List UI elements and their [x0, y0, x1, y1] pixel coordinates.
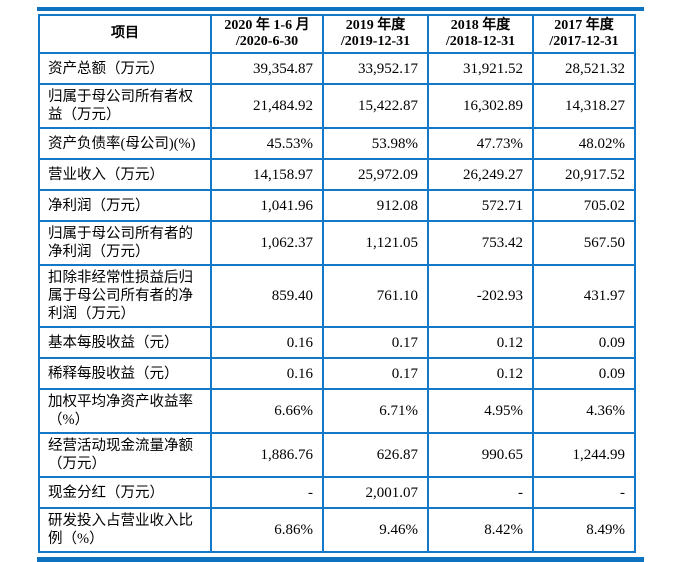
- value-cell: 20,917.52: [532, 158, 636, 191]
- table-row: 营业收入（万元） 14,158.97 25,972.09 26,249.27 20,91…: [38, 158, 636, 191]
- header-cell-period-2019: 2019 年度 /2019-12-31: [322, 14, 429, 54]
- value-cell: 0.17: [322, 357, 429, 390]
- table-row: 现金分红（万元） -2,001.07- -: [38, 476, 636, 509]
- value-cell: 4.36%: [532, 388, 636, 434]
- value-cell: 6.86%: [210, 507, 324, 553]
- table-row: 研发投入占营业收入比例（%） 6.86% 9.46% 8.42% 8.49%: [38, 507, 636, 553]
- value-cell: 705.02: [532, 189, 636, 222]
- value-cell: -: [210, 476, 324, 509]
- value-cell: 0.09: [532, 357, 636, 390]
- value-cell: 572.71: [427, 189, 534, 222]
- period-line-2: /2017-12-31: [549, 34, 619, 49]
- value-cell: 0.09: [532, 326, 636, 359]
- value-cell: 47.73%: [427, 127, 534, 160]
- table-row: 归属于母公司所有者权益（万元） 21,484.92 15,422.87 16,302.…: [38, 83, 636, 129]
- row-label-cell: 归属于母公司所有者的净利润（万元）: [38, 220, 212, 266]
- period-line-2: /2018-12-31: [445, 34, 516, 49]
- value-cell: 21,484.92: [210, 83, 324, 129]
- value-cell: 1,121.05: [322, 220, 429, 266]
- value-cell: 45.53%: [210, 127, 324, 160]
- value-cell: 6.66%: [210, 388, 324, 434]
- value-cell: 1,886.76: [210, 432, 324, 478]
- value-cell: 26,249.27: [427, 158, 534, 191]
- value-cell: 912.08: [322, 189, 429, 222]
- row-label-cell: 加权平均净资产收益率（%）: [38, 388, 212, 434]
- value-cell: 31,921.52: [427, 52, 534, 85]
- value-cell: 753.42: [427, 220, 534, 266]
- value-cell: 6.71%: [322, 388, 429, 434]
- row-label-cell: 研发投入占营业收入比例（%）: [38, 507, 212, 553]
- header-cell-period-2017: 2017 年度 /2017-12-31: [532, 14, 636, 54]
- value-cell: -: [532, 476, 636, 509]
- value-cell: 0.16: [210, 326, 324, 359]
- top-rule: [37, 7, 644, 11]
- financial-summary-table: 项目 2020 年 1-6 月 /2020-6-30 2019 年度 /2019…: [38, 14, 636, 553]
- header-cell-period-2018: 2018 年度 /2018-12-31: [427, 14, 534, 54]
- value-cell: 8.42%: [427, 507, 534, 553]
- row-label-cell: 现金分红（万元）: [38, 476, 212, 509]
- value-cell: 53.98%: [322, 127, 429, 160]
- period-line-2: /2019-12-31: [340, 34, 411, 49]
- row-label-cell: 经营活动现金流量净额（万元）: [38, 432, 212, 478]
- header-cell-period-2020: 2020 年 1-6 月 /2020-6-30: [210, 14, 324, 54]
- header-cell-item: 项目: [38, 14, 212, 54]
- row-label-cell: 扣除非经常性损益后归属于母公司所有者的净利润（万元）: [38, 264, 212, 328]
- value-cell: 16,302.89: [427, 83, 534, 129]
- row-label-cell: 营业收入（万元）: [38, 158, 212, 191]
- table-row: 扣除非经常性损益后归属于母公司所有者的净利润（万元） 859.40 761.10 -2…: [38, 264, 636, 328]
- value-cell: 1,062.37: [210, 220, 324, 266]
- value-cell: 0.16: [210, 357, 324, 390]
- period-line-2: /2020-6-30: [235, 34, 299, 49]
- period-line-1: 2018 年度: [450, 18, 511, 33]
- value-cell: 0.17: [322, 326, 429, 359]
- value-cell: 25,972.09: [322, 158, 429, 191]
- table-row: 资产总额（万元） 39,354.87 33,952.17 31,921.52 28,52…: [38, 52, 636, 85]
- table-row: 净利润（万元） 1,041.96 912.08 572.71 705.02: [38, 189, 636, 222]
- value-cell: 4.95%: [427, 388, 534, 434]
- value-cell: 626.87: [322, 432, 429, 478]
- value-cell: -: [427, 476, 534, 509]
- value-cell: 567.50: [532, 220, 636, 266]
- row-label-cell: 资产负债率(母公司)(%): [38, 127, 212, 160]
- value-cell: 33,952.17: [322, 52, 429, 85]
- value-cell: -202.93: [427, 264, 534, 328]
- value-cell: 14,318.27: [532, 83, 636, 129]
- value-cell: 8.49%: [532, 507, 636, 553]
- value-cell: 1,041.96: [210, 189, 324, 222]
- value-cell: 48.02%: [532, 127, 636, 160]
- period-line-1: 2020 年 1-6 月: [224, 18, 310, 33]
- row-label-cell: 稀释每股收益（元）: [38, 357, 212, 390]
- period-line-1: 2017 年度: [554, 18, 614, 33]
- value-cell: 431.97: [532, 264, 636, 328]
- value-cell: 1,244.99: [532, 432, 636, 478]
- table-row: 归属于母公司所有者的净利润（万元） 1,062.37 1,121.05 753.42 5…: [38, 220, 636, 266]
- bottom-rule: [37, 557, 644, 562]
- value-cell: 15,422.87: [322, 83, 429, 129]
- period-line-1: 2019 年度: [345, 18, 406, 33]
- value-cell: 0.12: [427, 357, 534, 390]
- value-cell: 859.40: [210, 264, 324, 328]
- value-cell: 990.65: [427, 432, 534, 478]
- value-cell: 0.12: [427, 326, 534, 359]
- table-row: 稀释每股收益（元） 0.16 0.17 0.12 0.09: [38, 357, 636, 390]
- table-row: 资产负债率(母公司)(%) 45.53% 53.98% 47.73% 48.02%: [38, 127, 636, 160]
- row-label-cell: 归属于母公司所有者权益（万元）: [38, 83, 212, 129]
- table-row: 加权平均净资产收益率（%） 6.66% 6.71% 4.95% 4.36%: [38, 388, 636, 434]
- row-label-cell: 基本每股收益（元）: [38, 326, 212, 359]
- table-row: 经营活动现金流量净额（万元） 1,886.76 626.87 990.65 1,244.…: [38, 432, 636, 478]
- row-label-cell: 资产总额（万元）: [38, 52, 212, 85]
- value-cell: 2,001.07: [322, 476, 429, 509]
- value-cell: 39,354.87: [210, 52, 324, 85]
- table-row: 基本每股收益（元） 0.16 0.17 0.12 0.09: [38, 326, 636, 359]
- row-label-cell: 净利润（万元）: [38, 189, 212, 222]
- table-header-row: 项目 2020 年 1-6 月 /2020-6-30 2019 年度 /2019…: [38, 14, 636, 54]
- value-cell: 761.10: [322, 264, 429, 328]
- value-cell: 28,521.32: [532, 52, 636, 85]
- value-cell: 9.46%: [322, 507, 429, 553]
- value-cell: 14,158.97: [210, 158, 324, 191]
